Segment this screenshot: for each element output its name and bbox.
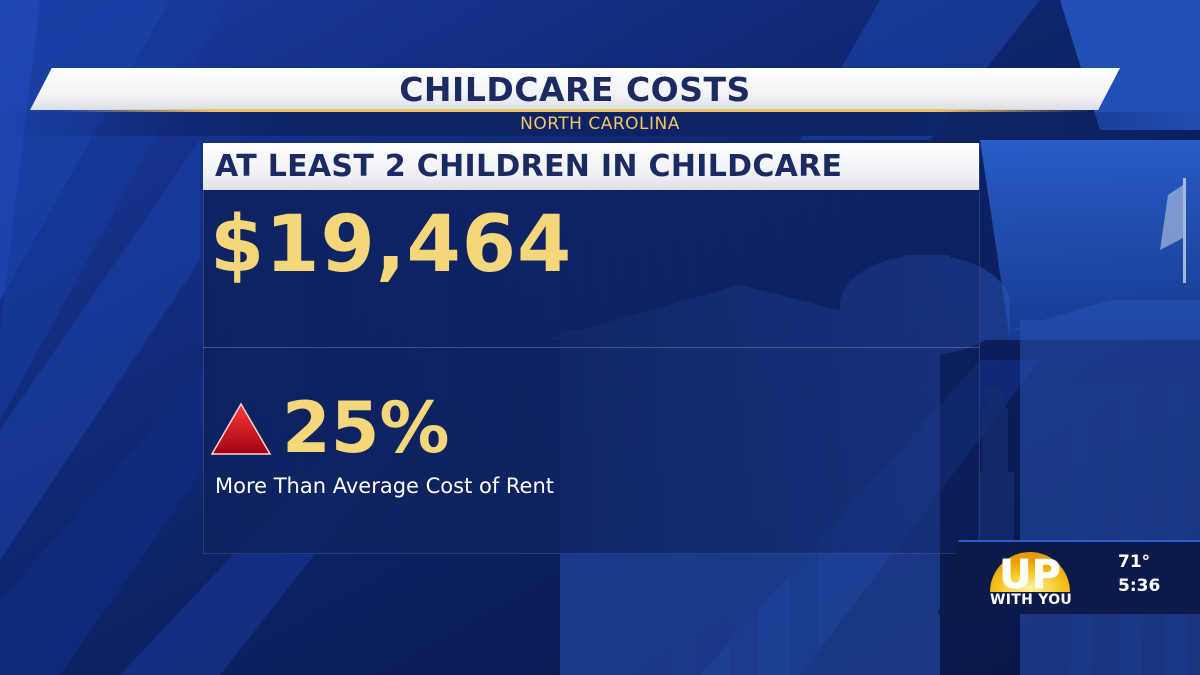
up-with-you-logo: UP [990, 552, 1070, 598]
content-panel [203, 143, 980, 554]
station-bug [938, 540, 1200, 614]
cost-amount: $19,464 [210, 200, 573, 290]
percent-change: 25% [282, 387, 450, 469]
panel-divider [203, 347, 979, 348]
title-banner: CHILDCARE COSTS [30, 68, 1120, 110]
change-caption: More Than Average Cost of Rent [215, 474, 555, 498]
up-triangle-icon [210, 402, 272, 455]
panel-header: AT LEAST 2 CHILDREN IN CHILDCARE [203, 143, 979, 190]
subtitle-banner: NORTH CAROLINA [0, 112, 1200, 136]
time-readout: 5:36 [1118, 576, 1161, 596]
svg-text:UP: UP [999, 552, 1061, 598]
page-title: CHILDCARE COSTS [399, 69, 751, 109]
logo-subtext: WITH YOU [990, 592, 1073, 608]
title-divider [60, 109, 1090, 112]
temperature-readout: 71° [1118, 552, 1151, 572]
panel-heading: AT LEAST 2 CHILDREN IN CHILDCARE [215, 149, 843, 184]
page-subtitle: NORTH CAROLINA [520, 114, 680, 134]
